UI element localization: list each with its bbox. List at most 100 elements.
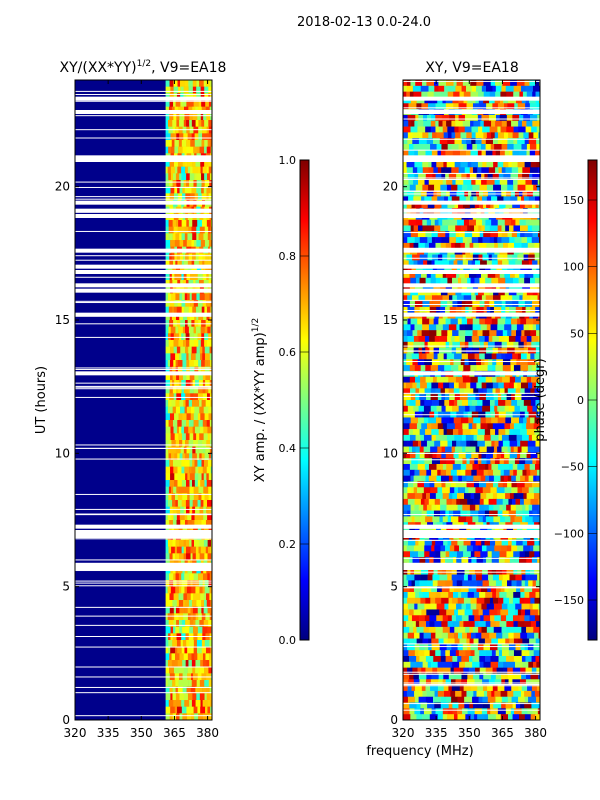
phase-axes-frame (402, 79, 541, 721)
phase-cell (519, 405, 528, 412)
phase-cell (509, 452, 518, 459)
phase-cell (536, 510, 540, 517)
phase-thin-gap (403, 193, 540, 195)
phase-cell (531, 266, 537, 273)
amplitude-cell (173, 426, 178, 434)
phase-cell (403, 592, 408, 599)
phase-cell (525, 574, 530, 581)
phase-cell (462, 446, 466, 453)
phase-cell (403, 615, 409, 622)
amplitude-cell (165, 666, 170, 674)
phase-cell (454, 242, 461, 250)
amplitude-cell (178, 586, 182, 594)
amplitude-cell (172, 233, 176, 241)
phase-cell (427, 341, 436, 348)
amplitude-cell (202, 300, 207, 307)
phase-cell (451, 615, 457, 622)
amplitude-cell (186, 706, 191, 714)
phase-cell (447, 144, 452, 151)
phase-cell (409, 586, 415, 593)
amplitude-cell (169, 666, 175, 674)
phase-cell (508, 434, 517, 442)
phase-cell (410, 714, 417, 720)
phase-cell (479, 277, 486, 284)
amplitude-cell (168, 700, 174, 707)
phase-cell (461, 225, 468, 232)
amplitude-cell (165, 160, 170, 167)
phase-cell (502, 632, 509, 639)
phase-cell (477, 376, 487, 383)
phase-cell (440, 277, 448, 284)
phase-cell (532, 586, 540, 593)
amplitude-cell (194, 260, 200, 267)
phase-cell (424, 481, 430, 488)
amplitude-cell (190, 706, 194, 714)
phase-cell (456, 557, 462, 564)
amplitude-cell (165, 360, 169, 367)
phase-cell (498, 597, 504, 604)
phase-cell (532, 394, 540, 401)
phase-cell (468, 341, 473, 348)
amplitude-cell (202, 386, 206, 394)
phase-cell (504, 452, 510, 459)
phase-cell (469, 446, 476, 453)
phase-cell (467, 644, 471, 651)
phase-cell (496, 330, 504, 337)
phase-cell (454, 626, 459, 634)
phase-cell (447, 574, 452, 581)
phase-cell (493, 237, 498, 244)
phase-cell (410, 225, 414, 232)
phase-cell (520, 702, 525, 709)
phase-cell (506, 592, 514, 599)
amplitude-cell (173, 80, 178, 87)
phase-cell (528, 365, 533, 372)
amplitude-time-gap (75, 371, 212, 376)
phase-cell (500, 615, 507, 622)
phase-cell (464, 126, 472, 133)
phase-cell (529, 592, 536, 599)
phase-cell (520, 586, 525, 593)
phase-cell (455, 231, 460, 238)
phase-cell (486, 242, 495, 250)
phase-cell (461, 353, 469, 360)
phase-cell (474, 679, 483, 686)
phase-time-gap (403, 312, 540, 317)
phase-cell (442, 615, 449, 622)
phase-cell (484, 638, 492, 645)
amplitude-cell (193, 333, 198, 341)
phase-cell (459, 388, 465, 395)
phase-cell (467, 498, 474, 506)
amplitude-cell (188, 326, 194, 334)
phase-cell (470, 91, 479, 98)
amplitude-cell (205, 446, 211, 454)
phase-cell (486, 557, 493, 564)
phase-cell (403, 132, 409, 139)
amplitude-thin-gap (75, 181, 212, 183)
phase-cell (417, 330, 422, 337)
amplitude-cell (189, 433, 194, 441)
phase-cell (448, 592, 454, 599)
amplitude-cell (194, 460, 198, 467)
amplitude-cell (183, 446, 187, 454)
amplitude-cell (169, 573, 174, 581)
amplitude-cell (204, 173, 208, 181)
phase-cell (470, 80, 477, 87)
amplitude-cell (190, 686, 196, 694)
phase-cell (528, 580, 533, 587)
phase-cell (469, 242, 474, 250)
amplitude-cell (179, 553, 184, 561)
amplitude-cell (198, 513, 204, 521)
phase-cell (421, 475, 426, 482)
phase-cell (486, 161, 494, 168)
phase-cell (508, 644, 516, 651)
phase-cell (527, 446, 535, 453)
phase-cell (472, 254, 479, 261)
phase-time-gap (403, 566, 540, 570)
amplitude-cell (208, 486, 212, 494)
phase-cell (509, 469, 514, 476)
figure-suptitle: 2018-02-13 0.0-24.0 (297, 15, 431, 30)
phase-cell (461, 679, 468, 686)
amplitude-cell (193, 100, 199, 107)
phase-cell (403, 103, 409, 110)
phase-cell (531, 434, 540, 442)
